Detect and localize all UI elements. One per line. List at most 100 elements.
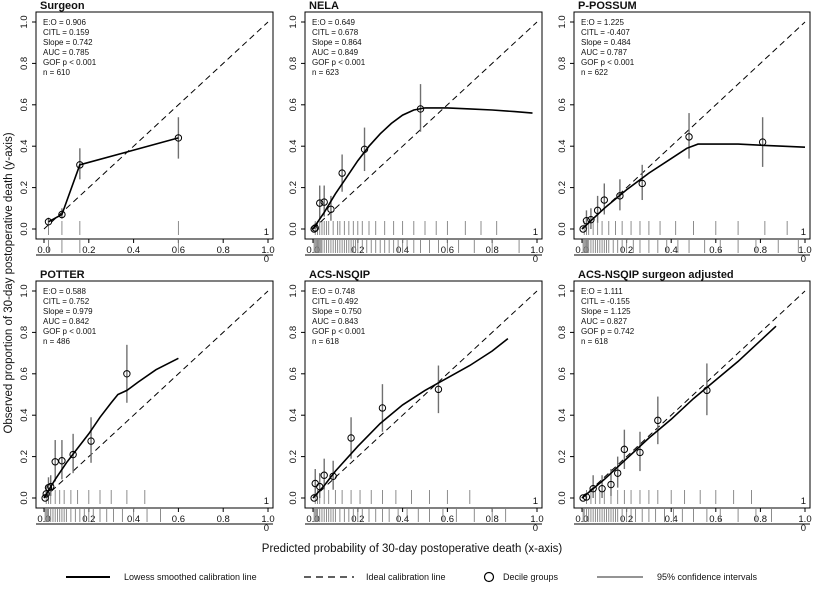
y-tick-label: 0.4	[19, 140, 30, 153]
panel-stat-line: Slope = 0.484	[581, 38, 631, 47]
panel-title: Surgeon	[40, 0, 85, 12]
decile-point	[320, 471, 328, 479]
decile-point	[416, 105, 425, 113]
panel-stat-line: n = 618	[581, 337, 608, 346]
x-tick-label: 1.0	[798, 514, 811, 525]
y-tick-label: 0.6	[557, 367, 568, 380]
x-tick-label: 0.4	[665, 514, 678, 525]
ideal-calibration-line	[43, 290, 269, 499]
rug-label-nonevent: 0	[801, 254, 806, 265]
y-tick-label: 0.8	[288, 326, 299, 339]
panel-6: ACS-NSQIP surgeon adjusted 0.0 0.2 0.4 0.6 0.…	[557, 269, 812, 534]
panels-container: Surgeon 0.0 0.2 0.4 0.6 0.8 1.0 0.0 0.2 0.4 0.6 0.8…	[19, 0, 812, 534]
x-tick-label: 0.0	[575, 514, 588, 525]
y-tick-label: 0.2	[557, 450, 568, 463]
decile-point	[310, 225, 318, 233]
y-tick-label: 0.0	[557, 491, 568, 504]
legend-decile-marker	[483, 571, 495, 583]
y-tick-label: 0.6	[19, 367, 30, 380]
panel-title: ACS-NSQIP surgeon adjusted	[578, 269, 734, 281]
x-tick-label: 0.6	[709, 514, 722, 525]
x-tick-label: 1.0	[261, 514, 274, 525]
panel-frame	[304, 11, 543, 240]
panel-stat-line: CITL = 0.492	[312, 297, 359, 306]
ideal-calibration-line	[43, 21, 269, 230]
y-tick-label: 0.4	[288, 140, 299, 153]
panel-stat-line: GOF p < 0.001	[43, 327, 97, 336]
panel-frame	[573, 280, 811, 509]
decile-point	[47, 482, 55, 491]
decile-point	[311, 224, 319, 232]
y-tick-label: 0.4	[288, 409, 299, 422]
panel-stat-line: AUC = 0.842	[43, 317, 90, 326]
decile-point	[69, 450, 77, 459]
panel-stat-line: CITL = 0.159	[43, 28, 90, 37]
decile-point	[434, 385, 443, 394]
decile-point	[582, 493, 591, 501]
x-tick-label: 0.4	[396, 514, 409, 525]
decile-point	[174, 134, 183, 142]
decile-point	[338, 169, 346, 177]
panel-stat-line: CITL = -0.155	[581, 297, 630, 306]
y-tick-label: 0.0	[288, 222, 299, 235]
decile-point	[613, 469, 622, 477]
decile-point	[636, 448, 644, 457]
x-tick-label: 0.8	[754, 245, 767, 256]
panel-stat-line: AUC = 0.785	[43, 48, 90, 57]
x-tick-label: 0.4	[665, 245, 678, 256]
panel-stat-line: Slope = 0.750	[312, 307, 362, 316]
y-tick-label: 0.4	[557, 140, 568, 153]
decile-point	[316, 199, 324, 207]
lowess-line	[312, 337, 509, 499]
y-tick-label: 0.6	[19, 98, 30, 111]
panel-stat-line: GOF p < 0.001	[312, 58, 366, 67]
y-tick-label: 0.2	[288, 181, 299, 194]
decile-point	[42, 490, 50, 498]
panel-stat-line: AUC = 0.827	[581, 317, 628, 326]
y-tick-label: 0.0	[19, 222, 30, 235]
legend-lowess-label: Lowess smoothed calibration line	[124, 572, 257, 582]
rug-label-event: 1	[264, 227, 269, 238]
decile-point	[607, 480, 615, 489]
decile-point	[620, 445, 629, 454]
decile-point	[579, 225, 587, 233]
panel-stat-line: GOF p = 0.742	[581, 327, 635, 336]
decile-point	[638, 179, 646, 188]
rug-label-nonevent: 0	[264, 254, 269, 265]
panel-stat-line: GOF p < 0.001	[581, 58, 635, 67]
x-tick-label: 1.0	[530, 514, 543, 525]
x-tick-label: 1.0	[798, 245, 811, 256]
x-tick-label: 0.8	[217, 245, 230, 256]
decile-point	[44, 218, 53, 226]
panel-stat-line: n = 610	[43, 68, 70, 77]
panel-frame	[304, 280, 543, 509]
ideal-calibration-line	[312, 21, 538, 230]
x-tick-label: 1.0	[530, 245, 543, 256]
panel-stat-line: AUC = 0.787	[581, 48, 628, 57]
panel-stat-line: n = 486	[43, 337, 70, 346]
x-tick-label: 0.0	[575, 245, 588, 256]
decile-point	[58, 210, 66, 219]
decile-point	[123, 370, 131, 378]
decile-point	[360, 145, 369, 154]
decile-point	[316, 482, 324, 491]
y-tick-label: 0.4	[19, 409, 30, 422]
decile-point	[58, 457, 66, 465]
decile-point	[589, 484, 597, 493]
panel-stat-line: Slope = 0.742	[43, 38, 93, 47]
x-tick-label: 0.4	[127, 245, 140, 256]
y-tick-label: 0.8	[557, 57, 568, 70]
y-tick-label: 0.0	[557, 222, 568, 235]
legend-ideal-label: Ideal calibration line	[366, 572, 446, 582]
y-tick-label: 0.0	[19, 491, 30, 504]
x-tick-label: 0.2	[82, 245, 95, 256]
panel-stat-line: Slope = 0.979	[43, 307, 93, 316]
rug-label-event: 1	[533, 227, 538, 238]
y-tick-label: 0.6	[557, 98, 568, 111]
panel-stat-line: E:O = 1.111	[581, 287, 623, 296]
x-tick-label: 0.8	[754, 514, 767, 525]
